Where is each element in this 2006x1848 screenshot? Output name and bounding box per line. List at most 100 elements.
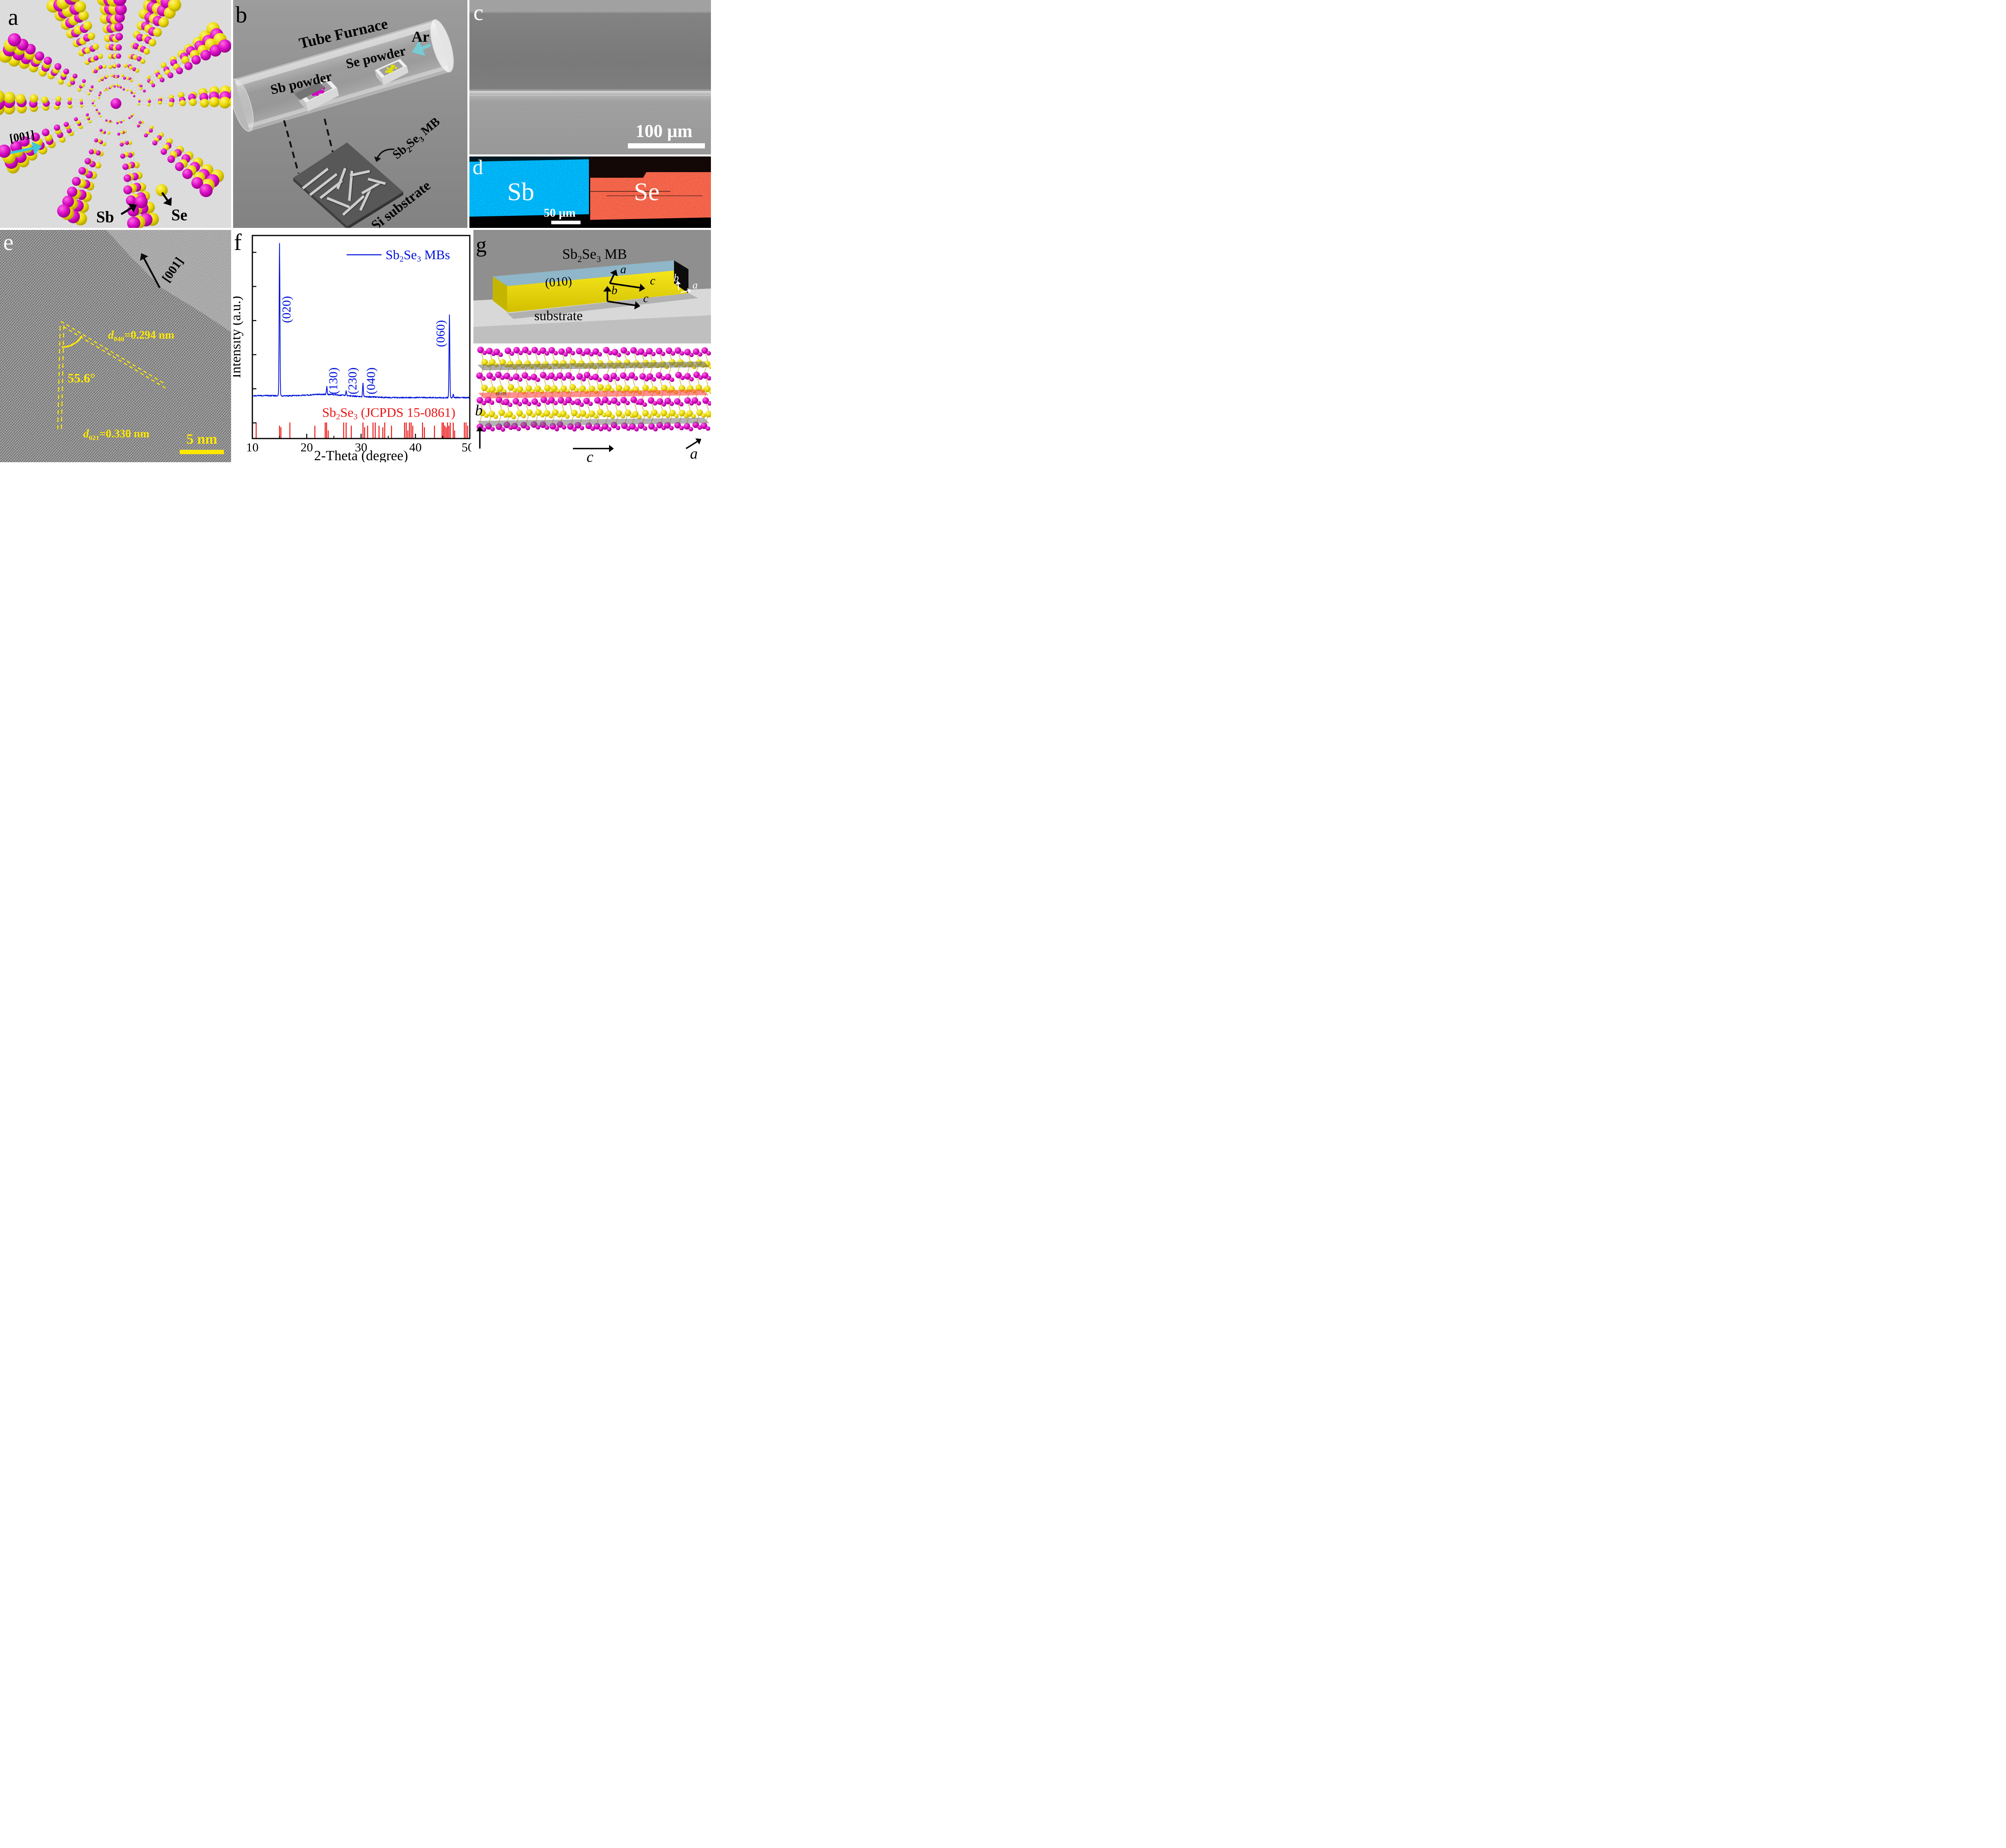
f-reference-label: Sb2Se3 (JCPDS 15-0861) bbox=[322, 406, 455, 421]
g-substrate-label: substrate bbox=[534, 309, 583, 323]
g-axis-top-c: c bbox=[650, 274, 655, 287]
e-scale-text: 5 nm bbox=[186, 431, 217, 447]
g-axis-crystal-a: a bbox=[690, 445, 698, 462]
a-sb-atom-label: Sb bbox=[96, 208, 114, 226]
f-x-tick-label: 30 bbox=[355, 440, 367, 454]
g-substrate-front bbox=[473, 315, 711, 343]
b-microbelt bbox=[309, 173, 339, 197]
b-microbelt bbox=[349, 170, 371, 178]
panel-g-letter: g bbox=[476, 233, 487, 257]
f-xrd-plot: 10 20 30 40 50 2-Theta (degree) Intensity (a.u… bbox=[233, 235, 472, 462]
panel-c-letter: c bbox=[473, 0, 483, 25]
c-noise-overlay bbox=[469, 0, 711, 154]
g-axis-end-a: a bbox=[692, 279, 698, 291]
g-axis-front-c: c bbox=[643, 292, 648, 305]
c-scale-bar bbox=[628, 143, 705, 148]
e-d021-value: =0.330 nm bbox=[99, 428, 150, 440]
b-boat bbox=[292, 78, 339, 112]
f-x-tick-label: 10 bbox=[246, 440, 259, 454]
e-d021-label: d021=0.330 nm bbox=[83, 428, 150, 442]
g-axis-crystal-c: c bbox=[587, 449, 593, 462]
d-scale-bar bbox=[551, 221, 581, 224]
d-sb-map bbox=[469, 156, 589, 228]
g-title-p3: MB bbox=[601, 246, 627, 262]
b-microbelt bbox=[302, 167, 330, 190]
b-si-substrate bbox=[293, 142, 403, 228]
a-se-feature-atom bbox=[156, 184, 168, 196]
g-facet-010-label: (010) bbox=[544, 274, 573, 290]
b-microbelt bbox=[367, 178, 386, 186]
b-boat bbox=[374, 59, 409, 85]
d-sb-map-label: Sb bbox=[507, 177, 534, 206]
g-axis-crystal-b: b bbox=[475, 402, 483, 419]
f-peak-label-(040): (040) bbox=[364, 368, 378, 394]
a-sb-feature-atom bbox=[135, 195, 148, 208]
f-peak-label-(130): (130) bbox=[326, 368, 340, 394]
g-010-plane-label: (010) bbox=[496, 391, 506, 396]
e-scale-bar bbox=[180, 450, 224, 454]
e-noise-overlay bbox=[0, 230, 231, 462]
panel-f-letter: f bbox=[234, 230, 242, 255]
f-x-axis-label: 2-Theta (degree) bbox=[314, 448, 408, 462]
b-tube-furnace bbox=[233, 19, 454, 132]
f-peak-label-(060): (060) bbox=[433, 320, 447, 347]
panel-a-structure-art bbox=[0, 0, 231, 228]
panel-c-sem-image: c 100 μm bbox=[469, 0, 711, 154]
f-x-tick-label: 40 bbox=[409, 440, 422, 454]
figure: a [001] Sb Se b Tube Furnace Ar Se powde… bbox=[0, 0, 711, 462]
e-d040-label: d040=0.294 nm bbox=[108, 329, 175, 343]
a-center-atom bbox=[110, 98, 122, 109]
panel-a-letter: a bbox=[8, 4, 18, 30]
panel-b-growth-schematic: b Tube Furnace Ar Se powder Sb powder Sb… bbox=[233, 0, 467, 228]
f-x-tick-label: 50 bbox=[462, 440, 472, 454]
g-axis-front-b: b bbox=[611, 284, 617, 297]
b-argon-label: Ar bbox=[411, 28, 430, 45]
d-scale-text: 50 μm bbox=[544, 206, 576, 219]
e-annotations bbox=[57, 253, 166, 431]
panel-g-orientation-schematic: a c b c b a (010) b c a g Sb2Se3 MB (010) substra… bbox=[473, 230, 711, 462]
panel-e-hrtem-image: e [001] 55.6° d040=0.294 nm d021=0.330 n… bbox=[0, 230, 231, 462]
b-microbelt bbox=[361, 181, 383, 195]
panel-d-letter: d bbox=[473, 156, 483, 179]
g-belt-front-face bbox=[507, 269, 688, 313]
panel-b-letter: b bbox=[236, 2, 247, 28]
g-title-p1: Sb bbox=[562, 246, 578, 262]
f-legend-label: Sb2Se3 MBs bbox=[386, 248, 450, 264]
e-d021-sub: 021 bbox=[89, 434, 99, 442]
b-microbelt bbox=[348, 170, 354, 201]
g-title-p2: Se bbox=[582, 246, 597, 262]
e-d040-sub: 040 bbox=[114, 335, 124, 343]
g-axis-end-b: b bbox=[674, 272, 679, 284]
f-reference-ticks bbox=[256, 422, 468, 438]
panel-a-crystal-structure: a [001] Sb Se bbox=[0, 0, 231, 228]
d-se-map bbox=[590, 156, 711, 228]
a-atoms bbox=[0, 0, 231, 228]
g-title-s1: 2 bbox=[577, 254, 582, 264]
f-peak-label-(020): (020) bbox=[279, 296, 293, 323]
b-microbelt bbox=[326, 197, 351, 209]
b-microbelt bbox=[342, 195, 366, 216]
e-d021-d: d bbox=[83, 428, 89, 440]
f-x-tick-label: 20 bbox=[300, 440, 313, 454]
panel-e-letter: e bbox=[3, 230, 14, 255]
f-xrd-trace bbox=[252, 243, 470, 399]
panel-b-schematic-art bbox=[233, 0, 467, 228]
g-axis-top-a: a bbox=[620, 263, 626, 276]
g-title-label: Sb2Se3 MB bbox=[562, 246, 627, 264]
panel-f-xrd-chart: 10 20 30 40 50 2-Theta (degree) Intensity (a.u… bbox=[233, 230, 471, 462]
g-010-plane bbox=[478, 390, 709, 398]
f-peak-label-(230): (230) bbox=[345, 368, 359, 394]
e-d040-value: =0.294 nm bbox=[124, 329, 175, 341]
g-gray-plane-1 bbox=[477, 361, 709, 370]
b-microbelt bbox=[336, 167, 348, 189]
c-scale-text: 100 μm bbox=[636, 121, 692, 141]
g-gray-plane-2 bbox=[477, 418, 709, 426]
g-belt-end-face bbox=[674, 260, 688, 293]
e-d040-d: d bbox=[108, 329, 114, 341]
e-angle-label: 55.6° bbox=[67, 371, 95, 385]
g-title-s2: 3 bbox=[596, 254, 601, 264]
b-microbelt bbox=[359, 187, 373, 211]
d-se-map-label: Se bbox=[634, 177, 660, 206]
a-se-atom-label: Se bbox=[171, 206, 187, 224]
